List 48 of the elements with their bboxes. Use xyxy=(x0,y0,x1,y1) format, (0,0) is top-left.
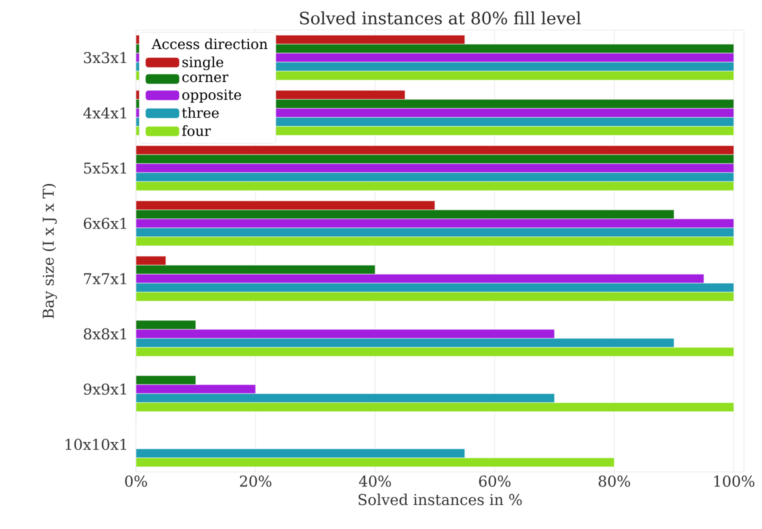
bar xyxy=(136,402,734,412)
legend-label: single xyxy=(182,56,224,70)
legend-title: Access direction xyxy=(152,38,268,50)
bar xyxy=(136,210,674,220)
y-tick-label: 4x4x1 xyxy=(83,107,126,118)
chart-title: Solved instances at 80% fill level xyxy=(300,11,581,24)
bar xyxy=(136,292,734,302)
x-tick-label: 100% xyxy=(714,476,754,487)
y-tick-label: 7x7x1 xyxy=(84,273,126,284)
bar xyxy=(136,154,734,164)
y-tick-label: 10x10x1 xyxy=(66,438,126,450)
y-tick-label: 3x3x1 xyxy=(84,52,126,64)
x-tick-label: 0% xyxy=(125,476,148,487)
y-tick-label: 5x5x1 xyxy=(84,162,126,174)
bar xyxy=(136,375,196,385)
bar xyxy=(136,338,674,348)
y-axis-title: Bay size (I x J x T) xyxy=(42,184,57,318)
x-tick-label: 80% xyxy=(598,476,630,487)
x-tick-label: 40% xyxy=(358,476,391,487)
legend-label: corner xyxy=(182,74,228,82)
bar xyxy=(136,282,734,292)
bar xyxy=(136,329,555,339)
bar xyxy=(136,236,734,246)
bar xyxy=(136,320,196,330)
bar xyxy=(136,256,166,266)
bar xyxy=(136,393,555,403)
y-tick-label: 6x6x1 xyxy=(84,218,126,230)
bar xyxy=(136,264,376,274)
x-axis-title: Solved instances in % xyxy=(358,494,522,506)
y-tick-label: 9x9x1 xyxy=(84,383,126,395)
bar xyxy=(136,145,734,155)
x-tick-label: 60% xyxy=(479,476,510,487)
bar xyxy=(136,172,734,182)
bar xyxy=(136,274,704,284)
x-tick-label: 20% xyxy=(240,476,272,487)
bar xyxy=(136,384,256,394)
bar xyxy=(136,163,734,173)
bar xyxy=(136,448,466,458)
bar xyxy=(136,228,734,238)
bar xyxy=(136,458,614,468)
bar xyxy=(136,347,734,357)
y-tick-label: 8x8x1 xyxy=(84,328,126,340)
bar xyxy=(136,218,734,228)
legend-label: three xyxy=(182,107,219,118)
legend-label: opposite xyxy=(182,89,242,103)
bar xyxy=(136,181,734,191)
legend-label: four xyxy=(182,125,211,136)
bar xyxy=(136,200,436,210)
